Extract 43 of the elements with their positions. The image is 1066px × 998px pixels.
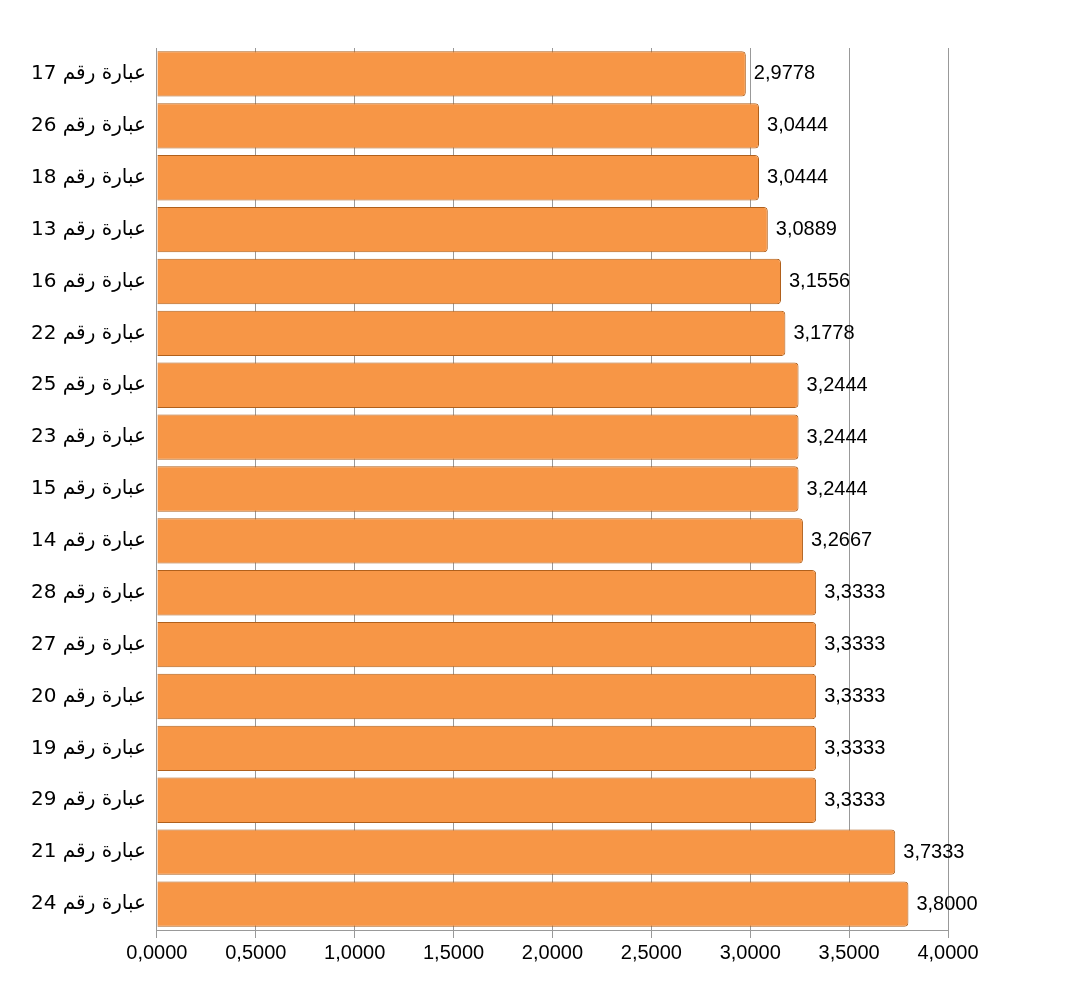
data-label: 3,1556 bbox=[789, 268, 851, 291]
y-tick-label: عبارة رقم 21 bbox=[30, 838, 146, 863]
x-tick-label: 0,5000 bbox=[225, 940, 287, 963]
data-label: 3,3333 bbox=[824, 632, 886, 655]
data-label: 3,0444 bbox=[767, 165, 829, 188]
x-tick-label: 1,5000 bbox=[422, 940, 485, 963]
data-label: 3,0444 bbox=[767, 113, 829, 136]
x-tick-label: 2,0000 bbox=[521, 940, 584, 963]
data-label: 3,3333 bbox=[824, 787, 886, 810]
data-label: 3,7333 bbox=[903, 839, 965, 862]
data-label: 3,8000 bbox=[916, 891, 978, 914]
y-tick-label: عبارة رقم 19 bbox=[30, 734, 146, 759]
y-tick-label: عبارة رقم 17 bbox=[30, 60, 146, 85]
data-label: 3,2667 bbox=[810, 528, 873, 551]
x-tick-label: 4,0000 bbox=[917, 940, 979, 963]
data-label: 3,3333 bbox=[824, 684, 886, 707]
data-label: 3,3333 bbox=[824, 580, 886, 603]
y-tick-label: عبارة رقم 20 bbox=[30, 682, 146, 707]
data-label: 3,1778 bbox=[793, 320, 855, 343]
data-label: 3,2444 bbox=[806, 372, 868, 395]
x-tick-label: 3,0000 bbox=[719, 940, 781, 963]
data-label: 3,2444 bbox=[806, 424, 868, 447]
x-tick-label: 3,5000 bbox=[818, 940, 880, 963]
y-tick-label: عبارة رقم 24 bbox=[30, 890, 146, 915]
y-tick-label: عبارة رقم 15 bbox=[30, 475, 146, 500]
data-label: 3,2444 bbox=[806, 476, 868, 499]
y-tick-label: عبارة رقم 27 bbox=[30, 630, 146, 655]
data-label: 3,0889 bbox=[775, 217, 837, 240]
y-tick-label: عبارة رقم 29 bbox=[30, 786, 146, 811]
y-tick-label: عبارة رقم 22 bbox=[30, 319, 146, 344]
y-tick-label: عبارة رقم 25 bbox=[30, 371, 146, 396]
y-tick-label: عبارة رقم 26 bbox=[30, 112, 146, 137]
y-tick-label: عبارة رقم 23 bbox=[30, 423, 146, 448]
y-tick-label: عبارة رقم 13 bbox=[30, 215, 146, 240]
x-tick-label: 0,0000 bbox=[126, 940, 188, 963]
x-tick-label: 1,0000 bbox=[324, 940, 386, 963]
y-tick-label: عبارة رقم 14 bbox=[30, 527, 146, 552]
x-tick-label: 2,5000 bbox=[620, 940, 682, 963]
data-label: 3,3333 bbox=[824, 735, 886, 758]
y-tick-label: عبارة رقم 28 bbox=[30, 578, 146, 603]
data-label: 2,9778 bbox=[753, 61, 815, 84]
y-tick-label: عبارة رقم 18 bbox=[30, 163, 146, 188]
y-tick-label: عبارة رقم 16 bbox=[30, 267, 146, 292]
